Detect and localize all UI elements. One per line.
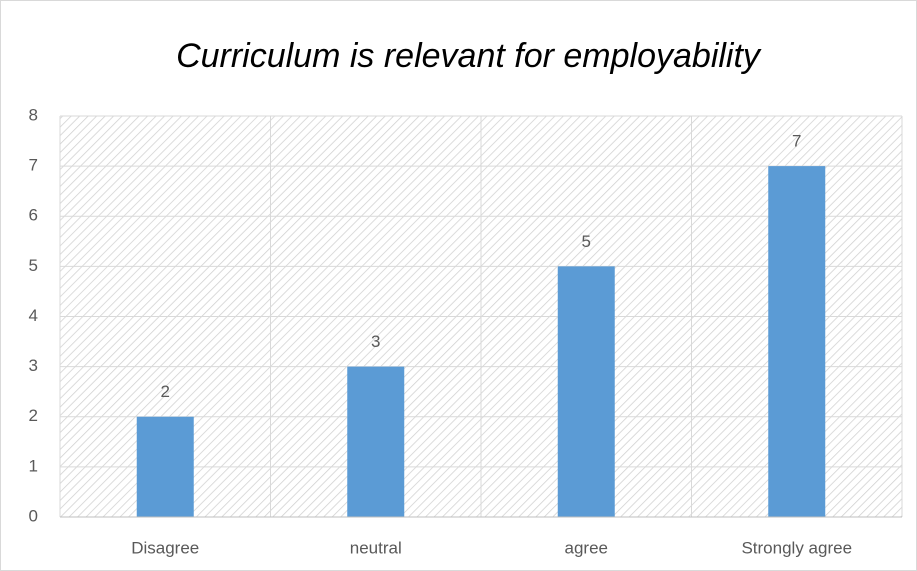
- y-tick-label: 0: [29, 506, 38, 525]
- y-tick-label: 8: [29, 105, 38, 124]
- y-tick-label: 5: [29, 256, 38, 275]
- x-tick-label: neutral: [350, 538, 402, 557]
- data-label: 5: [582, 232, 591, 251]
- bar: [768, 166, 826, 517]
- y-tick-label: 6: [29, 206, 38, 225]
- chart-title: Curriculum is relevant for employability: [176, 37, 762, 75]
- y-tick-label: 4: [29, 306, 38, 325]
- bar: [136, 416, 194, 517]
- bar: [557, 266, 615, 517]
- data-label: 3: [371, 332, 380, 351]
- y-tick-label: 2: [29, 406, 38, 425]
- x-tick-label: agree: [565, 538, 608, 557]
- y-tick-label: 1: [29, 456, 38, 475]
- y-tick-label: 3: [29, 356, 38, 375]
- data-label: 2: [161, 382, 170, 401]
- y-tick-label: 7: [29, 156, 38, 175]
- x-tick-label: Strongly agree: [741, 538, 852, 557]
- bar: [347, 366, 405, 517]
- x-tick-label: Disagree: [131, 538, 199, 557]
- data-label: 7: [792, 132, 801, 151]
